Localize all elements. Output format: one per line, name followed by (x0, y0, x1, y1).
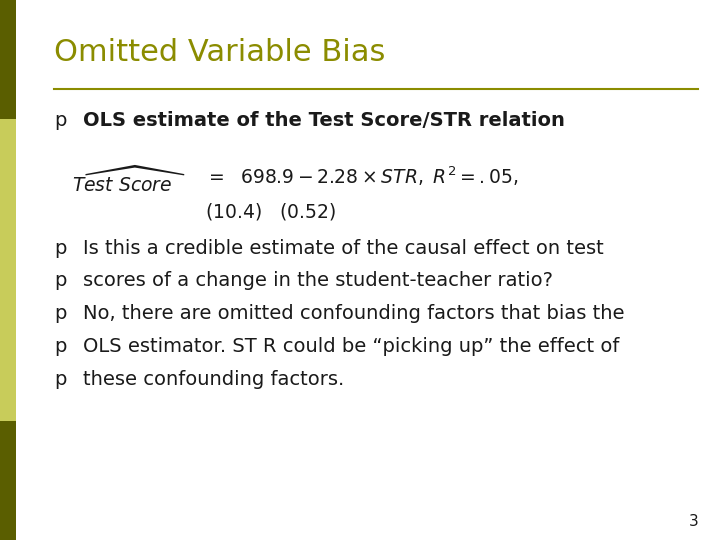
Text: p: p (54, 271, 66, 290)
Text: p: p (54, 370, 66, 389)
Text: Omitted Variable Bias: Omitted Variable Bias (54, 38, 385, 67)
FancyBboxPatch shape (0, 421, 16, 540)
Text: Is this a credible estimate of the causal effect on test: Is this a credible estimate of the causa… (83, 239, 603, 258)
Text: $(10.4) \ \ \ (0.52)$: $(10.4) \ \ \ (0.52)$ (205, 201, 336, 222)
Text: scores of a change in the student-teacher ratio?: scores of a change in the student-teache… (83, 271, 553, 290)
Text: No, there are omitted confounding factors that bias the: No, there are omitted confounding factor… (83, 304, 624, 323)
Text: p: p (54, 337, 66, 356)
FancyBboxPatch shape (0, 0, 16, 119)
Text: 3: 3 (688, 514, 698, 529)
Text: these confounding factors.: these confounding factors. (83, 370, 344, 389)
Text: $\widehat{\mathit{Test\ Score}}$: $\widehat{\mathit{Test\ Score}}$ (72, 165, 186, 195)
Text: p: p (54, 304, 66, 323)
Text: p: p (54, 111, 66, 130)
Text: OLS estimator. ST R could be “picking up” the effect of: OLS estimator. ST R could be “picking up… (83, 337, 619, 356)
FancyBboxPatch shape (0, 119, 16, 421)
Text: $= \ \ 698.9 - 2.28 \times \mathit{STR}, \ R^2 = .05,$: $= \ \ 698.9 - 2.28 \times \mathit{STR},… (205, 165, 519, 188)
Text: OLS estimate of the Test Score/STR relation: OLS estimate of the Test Score/STR relat… (83, 111, 564, 130)
Text: p: p (54, 239, 66, 258)
